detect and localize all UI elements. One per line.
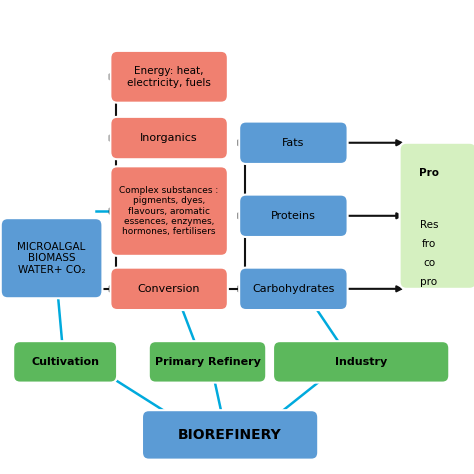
- FancyBboxPatch shape: [142, 410, 318, 460]
- FancyBboxPatch shape: [13, 341, 117, 383]
- FancyBboxPatch shape: [1, 218, 102, 298]
- Text: Industry: Industry: [335, 357, 387, 367]
- Text: Res: Res: [419, 220, 438, 230]
- Text: Energy: heat,
electricity, fuels: Energy: heat, electricity, fuels: [127, 66, 211, 88]
- FancyBboxPatch shape: [239, 121, 347, 164]
- Text: Pro: Pro: [419, 168, 439, 178]
- FancyBboxPatch shape: [149, 341, 266, 383]
- Text: Cultivation: Cultivation: [31, 357, 99, 367]
- FancyBboxPatch shape: [110, 51, 228, 103]
- FancyBboxPatch shape: [239, 195, 347, 237]
- Text: co: co: [423, 258, 435, 268]
- Text: Primary Refinery: Primary Refinery: [155, 357, 260, 367]
- FancyBboxPatch shape: [273, 341, 449, 383]
- FancyBboxPatch shape: [239, 268, 347, 310]
- Text: BIOREFINERY: BIOREFINERY: [178, 428, 282, 442]
- Text: Fats: Fats: [282, 138, 305, 148]
- FancyBboxPatch shape: [110, 117, 228, 159]
- Text: Inorganics: Inorganics: [140, 133, 198, 143]
- Text: Complex substances :
pigments, dyes,
flavours, aromatic
essences, enzymes,
hormo: Complex substances : pigments, dyes, fla…: [119, 186, 219, 237]
- Text: fro: fro: [422, 239, 436, 249]
- Text: Proteins: Proteins: [271, 211, 316, 221]
- Text: Conversion: Conversion: [138, 284, 201, 294]
- FancyBboxPatch shape: [110, 268, 228, 310]
- Text: pro: pro: [420, 277, 438, 287]
- Text: Carbohydrates: Carbohydrates: [252, 284, 335, 294]
- FancyBboxPatch shape: [110, 166, 228, 256]
- Text: MICROALGAL
BIOMASS
WATER+ CO₂: MICROALGAL BIOMASS WATER+ CO₂: [18, 242, 86, 275]
- FancyBboxPatch shape: [400, 143, 474, 289]
